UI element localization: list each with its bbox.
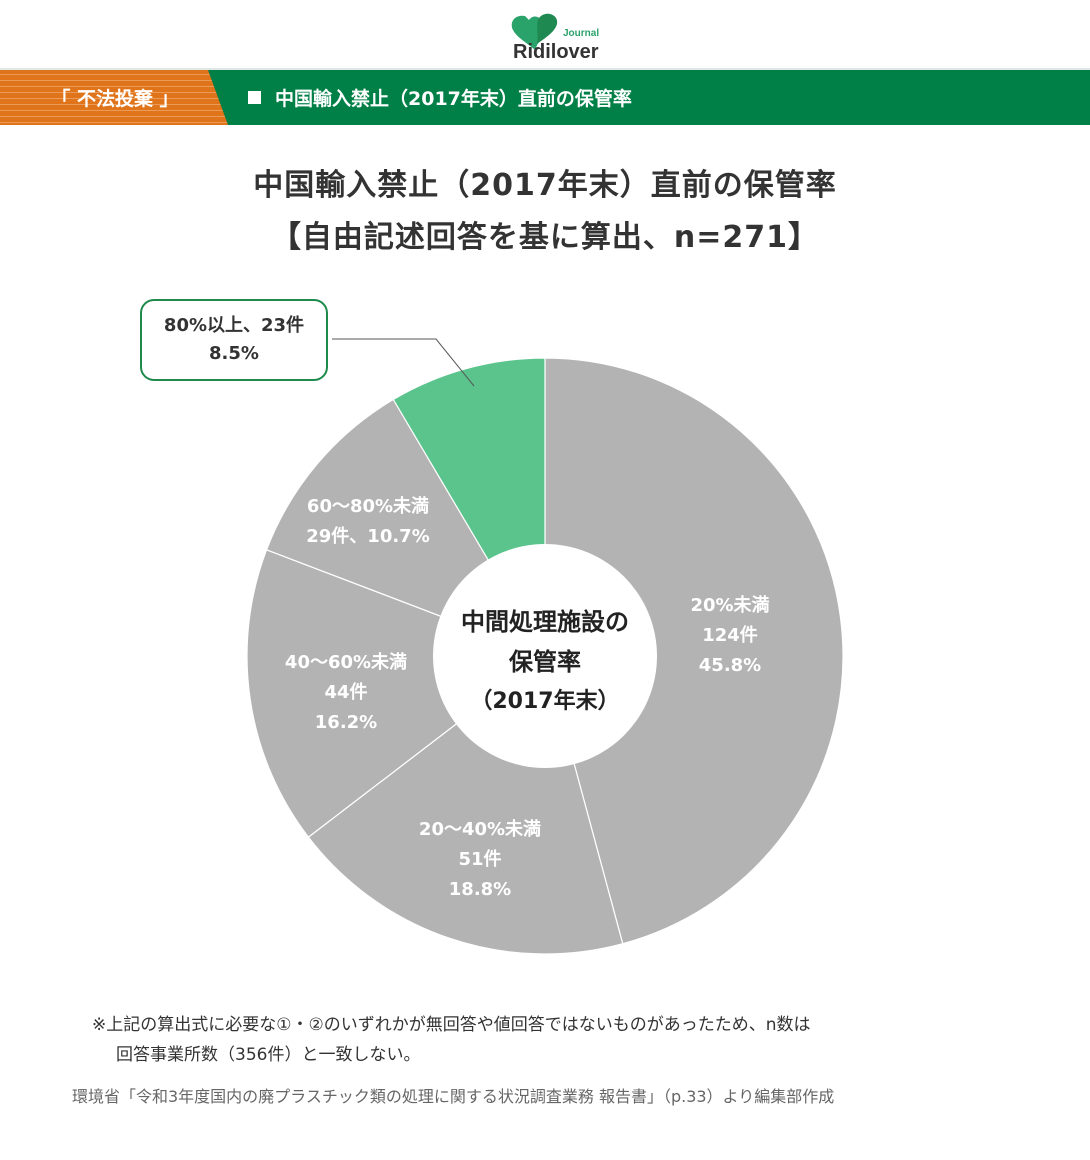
- chart-title: 中国輸入禁止（2017年末）直前の保管率: [253, 168, 837, 203]
- section-title-text: 中国輸入禁止（2017年末）直前の保管率: [275, 88, 632, 110]
- square-bullet-icon: [248, 91, 261, 104]
- donut-hole: [433, 544, 657, 768]
- slice-label-20-40: 20〜40%未満 51件 18.8%: [418, 819, 542, 900]
- header-background: [0, 70, 1090, 125]
- donut-slices: [246, 357, 844, 955]
- footnote-line2: 回答事業所数（356件）と一致しない。: [116, 1045, 421, 1065]
- donut-slice: [544, 357, 844, 945]
- section-header-bar: [0, 70, 1090, 125]
- source-citation: 環境省「令和3年度国内の廃プラスチック類の処理に関する状況調査業務 報告書」（p…: [72, 1087, 835, 1106]
- slice-label-40-60: 40〜60%未満 44件 16.2%: [284, 652, 408, 733]
- section-title: 中国輸入禁止（2017年末）直前の保管率: [248, 70, 632, 125]
- ridilover-journal-logo: Journal Ridilover: [505, 10, 615, 63]
- heart-logo-icon: Journal Ridilover: [511, 13, 599, 63]
- callout-leader-line: [332, 338, 475, 387]
- chart-subtitle: 【自由記述回答を基に算出、n=271】: [270, 220, 820, 255]
- header-divider: [0, 68, 1090, 70]
- callout-line2: 8.5%: [209, 343, 259, 364]
- donut-center-label: 中間処理施設の 保管率 （2017年末）: [461, 608, 629, 714]
- svg-text:Ridilover: Ridilover: [513, 41, 599, 62]
- footnote-line1: ※上記の算出式に必要な①・②のいずれかが無回答や値回答ではないものがあったため、…: [92, 1015, 811, 1035]
- callout-line1: 80%以上、23件: [163, 315, 305, 336]
- footnote: ※上記の算出式に必要な①・②のいずれかが無回答や値回答ではないものがあったため、…: [92, 1010, 1032, 1070]
- callout-80-plus: 80%以上、23件 8.5%: [140, 299, 328, 381]
- category-tag: 「 不法投棄 」: [51, 88, 179, 110]
- slice-label-60-80: 60〜80%未満 29件、10.7%: [306, 496, 430, 547]
- svg-text:Journal: Journal: [563, 28, 599, 39]
- donut-slice: [246, 549, 547, 839]
- slice-label-under-20: 20%未満 124件 45.8%: [690, 595, 770, 676]
